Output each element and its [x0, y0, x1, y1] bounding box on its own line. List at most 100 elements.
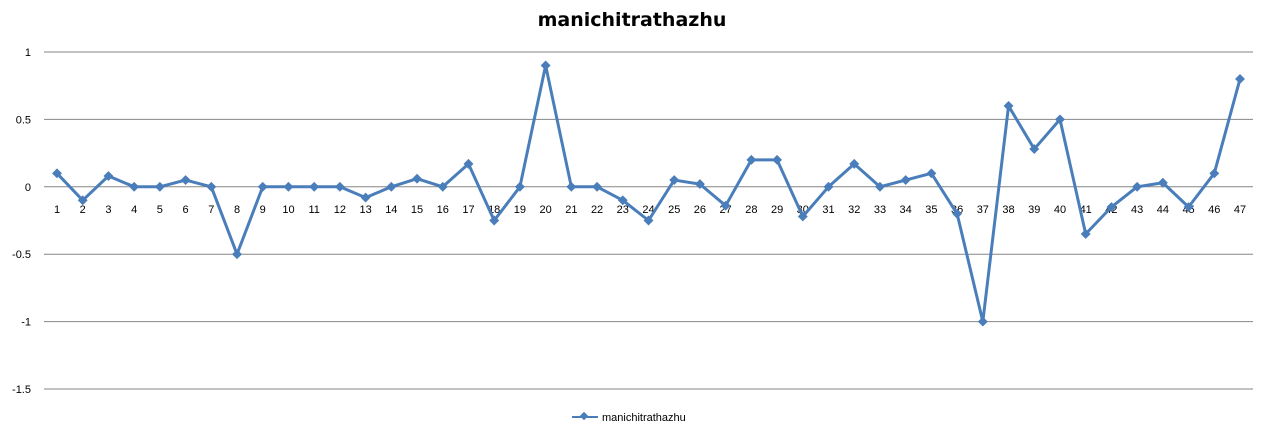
y-tick-label: -1 — [21, 317, 31, 329]
x-tick-label: 17 — [462, 204, 474, 216]
x-tick-label: 20 — [540, 204, 552, 216]
data-point — [617, 195, 628, 206]
x-tick-label: 38 — [1002, 204, 1014, 216]
data-point — [1157, 177, 1168, 188]
x-tick-label: 23 — [617, 204, 629, 216]
data-point — [283, 181, 294, 192]
x-tick-label: 39 — [1028, 204, 1040, 216]
x-tick-label: 16 — [437, 204, 449, 216]
x-tick-label: 12 — [334, 204, 346, 216]
data-point — [926, 168, 937, 179]
series-line — [55, 63, 1242, 324]
data-point — [1183, 202, 1194, 212]
data-point — [540, 60, 551, 71]
data-point — [386, 181, 397, 192]
data-point — [746, 154, 757, 165]
x-tick-label: 24 — [642, 204, 654, 216]
data-point — [206, 181, 217, 192]
data-point — [1209, 168, 1220, 179]
y-tick-label: -0.5 — [12, 249, 31, 261]
data-point — [77, 195, 88, 206]
data-point — [180, 175, 191, 186]
x-tick-label: 2 — [80, 204, 86, 216]
x-axis-tick-labels: 1 2 3 4 5 6 7 8 9 10 11 12 13 14 15 16 17 18 19 20 21 22 23 24 2… — [54, 204, 1246, 216]
data-point — [489, 215, 500, 226]
data-point — [103, 171, 114, 181]
data-point — [1003, 100, 1014, 111]
data-point — [257, 181, 268, 192]
x-tick-label: 10 — [282, 204, 294, 216]
x-tick-label: 34 — [900, 204, 912, 216]
x-tick-label: 5 — [157, 204, 163, 216]
data-point — [694, 179, 705, 190]
data-point — [823, 181, 834, 192]
x-tick-label: 31 — [822, 204, 834, 216]
x-tick-label: 6 — [183, 204, 189, 216]
x-tick-label: 43 — [1131, 204, 1143, 216]
y-tick-label: -1.5 — [12, 384, 31, 396]
data-point — [463, 158, 474, 169]
data-point — [129, 181, 140, 192]
y-tick-label: 0 — [25, 182, 31, 194]
data-point — [669, 175, 680, 186]
data-point — [1080, 229, 1091, 239]
data-point — [592, 181, 603, 192]
data-point — [309, 181, 320, 192]
x-tick-label: 46 — [1208, 204, 1220, 216]
x-tick-label: 32 — [848, 204, 860, 216]
data-point — [514, 181, 525, 192]
x-tick-label: 37 — [977, 204, 989, 216]
y-axis-tick-labels: 1 0.5 0 -0.5 -1 -1.5 — [12, 47, 31, 396]
data-point — [849, 158, 860, 169]
x-tick-label: 8 — [234, 204, 240, 216]
data-point — [720, 200, 731, 211]
data-point — [360, 192, 371, 203]
legend: manichitrathazhu — [572, 411, 686, 424]
x-tick-label: 40 — [1054, 204, 1066, 216]
x-tick-label: 13 — [359, 204, 371, 216]
x-tick-label: 7 — [208, 204, 214, 216]
x-tick-label: 35 — [925, 204, 937, 216]
data-point — [1235, 74, 1245, 84]
x-tick-label: 29 — [771, 204, 783, 216]
data-point — [1132, 181, 1143, 192]
data-point — [412, 173, 422, 184]
gridlines — [44, 51, 1253, 390]
y-tick-label: 0.5 — [16, 114, 31, 126]
data-point — [1029, 144, 1040, 155]
x-tick-label: 33 — [874, 204, 886, 216]
x-tick-label: 11 — [308, 204, 319, 216]
data-point — [952, 208, 963, 219]
data-point — [52, 168, 62, 179]
legend-label: manichitrathazhu — [602, 412, 686, 424]
x-tick-label: 25 — [668, 204, 680, 216]
data-point — [900, 175, 911, 186]
data-point — [1106, 202, 1117, 212]
data-point — [875, 181, 885, 192]
x-tick-label: 21 — [565, 204, 577, 216]
legend-marker — [579, 411, 589, 421]
data-point — [566, 181, 577, 192]
x-tick-label: 1 — [54, 204, 60, 216]
x-tick-label: 15 — [411, 204, 423, 216]
series-manichitrathazhu — [52, 60, 1245, 327]
data-point — [437, 181, 448, 192]
data-point — [772, 154, 783, 165]
x-tick-label: 26 — [694, 204, 706, 216]
x-tick-label: 47 — [1234, 204, 1246, 216]
x-tick-label: 28 — [745, 204, 757, 216]
x-tick-label: 22 — [591, 204, 603, 216]
data-point — [334, 181, 345, 192]
data-point — [154, 181, 165, 192]
x-tick-label: 9 — [260, 204, 266, 216]
data-point — [232, 249, 242, 260]
x-tick-label: 4 — [131, 204, 137, 216]
data-point — [977, 316, 988, 327]
data-point — [1055, 114, 1065, 125]
x-tick-label: 3 — [105, 204, 111, 216]
data-point — [797, 211, 808, 222]
y-tick-label: 1 — [25, 47, 31, 59]
x-tick-label: 44 — [1157, 204, 1169, 216]
